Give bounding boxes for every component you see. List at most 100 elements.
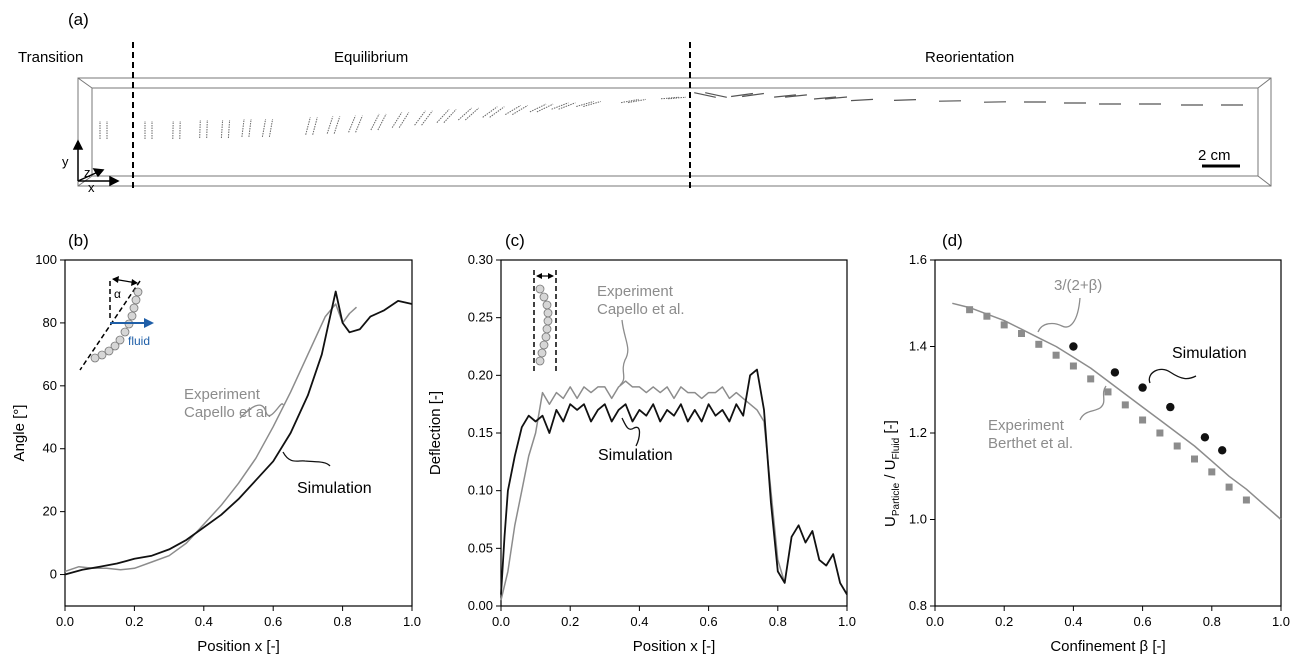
bead [539,340,549,350]
fiber-segment [312,117,318,135]
experiment-annotation-line2: Berthet et al. [988,435,1073,452]
experiment-marker [1156,429,1164,437]
simulation-marker [1069,342,1078,351]
y-axis-label: UParticle / UFluid [-] [882,420,902,527]
fiber-chain-icon [535,284,553,366]
fiber-segment [731,92,753,98]
fiber-segment [505,104,521,116]
fiber-segment [348,115,356,133]
fiber-segment [558,102,576,110]
y-tick-label: 0 [50,567,57,582]
experiment-marker [966,306,974,314]
fiber-segment [628,98,646,104]
fiber-segment [436,109,450,123]
fiber-segment [489,106,505,118]
fiber-segment [377,113,387,131]
x-tick-label: 0.0 [56,614,74,629]
y-tick-label: 0.00 [468,598,493,613]
bead [537,348,547,358]
fiber-segment [268,119,274,137]
region-transition-label: Transition [18,49,83,66]
bead [131,295,141,305]
fiber-segment [391,112,403,128]
experiment-leader [239,403,284,419]
panel-c: (c) Experiment Capello et al. Simulation… [427,231,856,655]
fiber-segment [660,96,680,100]
bead [115,335,125,345]
panel-b-inset: α fluid [79,276,154,371]
experiment-marker [1191,455,1198,463]
fiber-segment [850,98,874,102]
axis-x-label: x [88,180,95,195]
fiber-segment [551,102,569,110]
experiment-marker [1242,496,1250,504]
y-tick-label: 80 [43,315,57,330]
experiment-marker [1139,416,1147,424]
y-tick-label: 0.05 [468,540,493,555]
simulation-leader [282,451,331,467]
panel-c-label: (c) [505,231,525,250]
x-tick-label: 0.0 [492,614,510,629]
simulation-marker [1218,446,1227,455]
fiber-segment [583,101,601,107]
simulation-annotation: Simulation [297,480,372,497]
scale-bar-label: 2 cm [1198,147,1231,164]
y-tick-label: 100 [35,252,57,267]
simulation-marker [1138,383,1147,392]
experiment-marker [1000,321,1008,329]
x-tick-label: 0.2 [561,614,579,629]
x-tick-label: 0.2 [125,614,143,629]
fiber-segment [536,103,554,113]
bead [535,356,545,366]
fiber-segment [333,116,341,134]
fiber-snapshots [99,92,1243,140]
y-tick-label: 60 [43,378,57,393]
fiber-segment [667,96,687,100]
experiment-marker [1208,468,1216,476]
experiment-marker [1069,362,1077,370]
axis-z-label: z [84,165,91,180]
fiber-segment [421,110,433,126]
y-tick-label: 0.30 [468,252,493,267]
x-tick-label: 0.6 [1134,614,1152,629]
experiment-annotation-line2: Capello et al. [597,301,685,318]
bead [542,324,552,334]
experiment-annotation-line2: Capello et al. [184,404,272,421]
y-tick-label: 0.20 [468,367,493,382]
simulation-annotation: Simulation [598,447,673,464]
region-reorientation-label: Reorientation [925,49,1014,66]
panel-a: (a) Transition Equilibrium Reorientation… [18,10,1272,195]
fiber-segment [305,117,311,135]
channel-box [77,77,1272,187]
simulation-series-line [64,290,413,576]
y-tick-label: 40 [43,441,57,456]
experiment-series-line [500,380,786,601]
fiber-segment [227,119,231,139]
y-tick-label: 20 [43,504,57,519]
x-axis-label: Position x [-] [633,638,716,655]
x-tick-label: 0.8 [769,614,787,629]
fiber-segment [694,92,716,98]
fiber-segment [398,112,410,128]
x-tick-label: 0.4 [630,614,648,629]
experiment-leader [619,319,629,386]
x-tick-label: 0.8 [334,614,352,629]
fiber-segment [742,92,764,98]
fiber-segment [705,92,727,98]
axes-triad [72,139,120,187]
simulation-annotation: Simulation [1172,345,1247,362]
axis-y-label: y [62,154,69,169]
experiment-marker [983,312,991,320]
y-tick-label: 0.25 [468,310,493,325]
y-tick-label: 1.2 [909,425,927,440]
y-tick-label: 1.6 [909,252,927,267]
angle-alpha-symbol: α [114,287,121,301]
fiber-segment [414,110,426,126]
fiber-segment [326,116,334,134]
fiber-segment [774,94,796,98]
bead [110,341,120,351]
fiber-segment [824,96,848,100]
experiment-marker [1225,483,1233,491]
experiment-marker [1104,388,1112,396]
bead [542,300,552,310]
